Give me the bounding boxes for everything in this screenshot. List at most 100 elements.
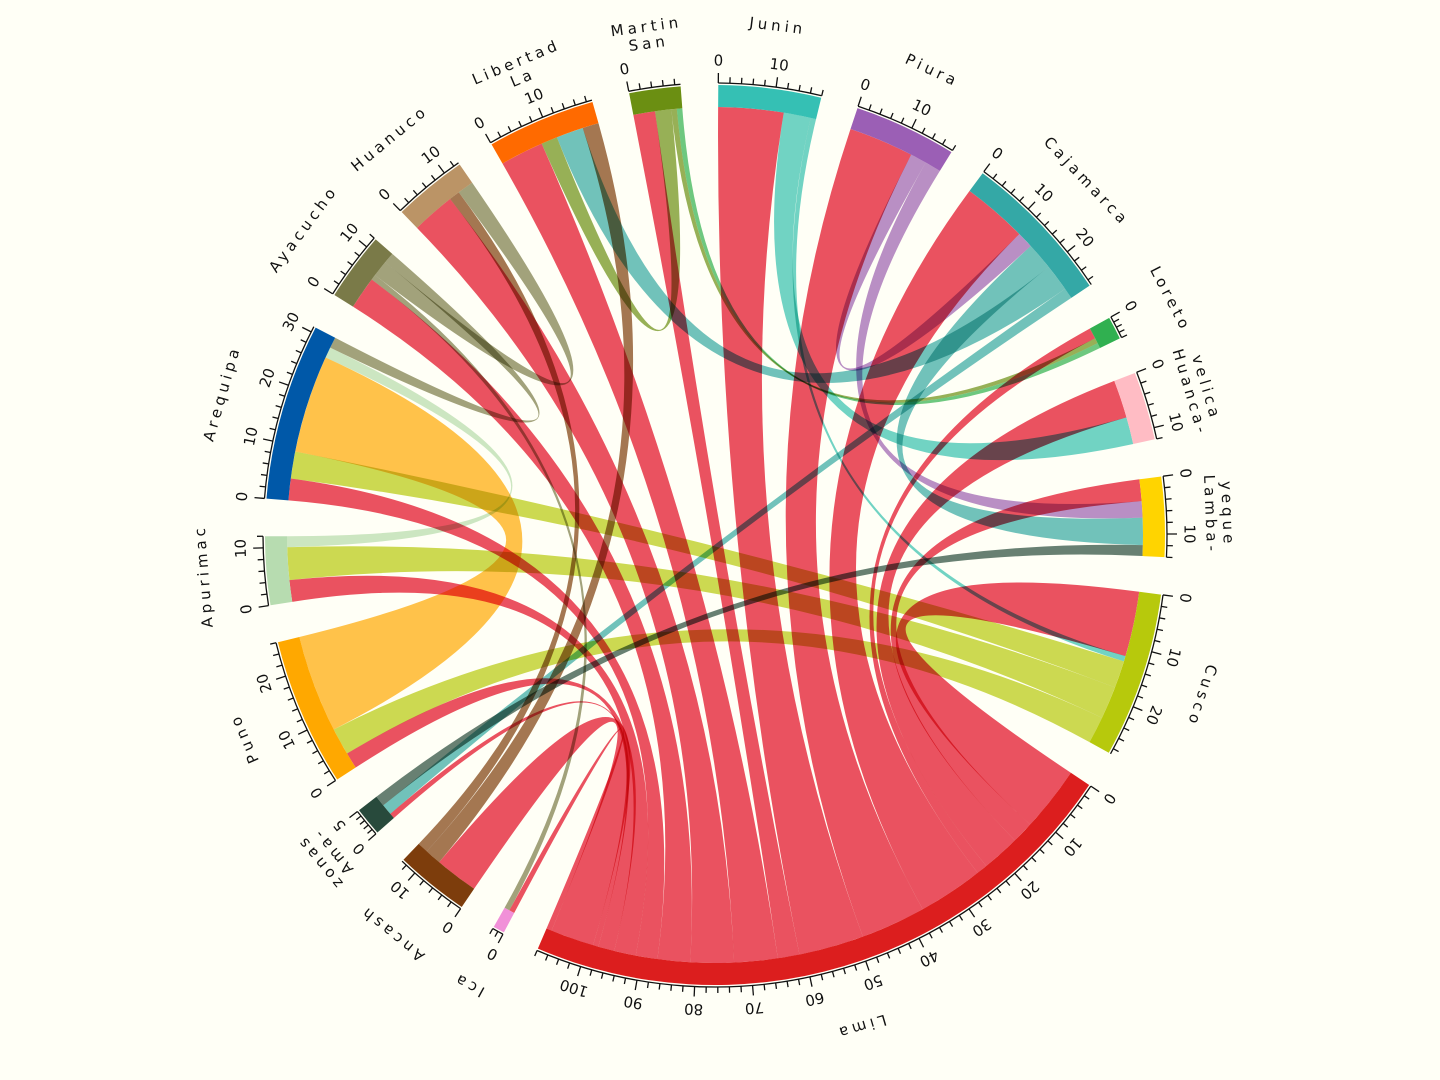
axis-tick xyxy=(494,931,499,937)
axis-tick xyxy=(646,981,650,989)
axis-tick xyxy=(1116,323,1123,328)
axis-tick xyxy=(890,112,894,119)
axis-tick-label: 10 xyxy=(909,96,934,121)
axis-tick xyxy=(437,164,445,174)
chord-lima-ancash xyxy=(439,717,631,946)
axis-tick xyxy=(1066,245,1076,253)
axis-tick xyxy=(300,339,307,343)
axis-tick xyxy=(290,360,298,365)
chord-lima-loreto xyxy=(869,328,1096,873)
axis-tick xyxy=(528,115,533,122)
sector-arc xyxy=(493,907,515,933)
axis-tick xyxy=(1035,212,1042,218)
chord-lima-huanuco xyxy=(416,198,735,963)
axis-tick xyxy=(938,927,943,933)
axis-tick xyxy=(865,960,870,971)
chord-lima-la-libertad xyxy=(502,143,778,963)
axis-tick-label: 10 xyxy=(275,727,299,752)
axis-tick-label: 0 xyxy=(233,491,252,502)
chord-puno-arequipa xyxy=(295,357,523,730)
axis-tick xyxy=(430,174,436,181)
axis-tick xyxy=(1080,266,1087,271)
axis-tick xyxy=(879,108,883,115)
axis-tick-label: 0 xyxy=(858,75,873,95)
axis-tick xyxy=(254,496,265,500)
axis-tick-label: 0 xyxy=(1148,356,1168,371)
axis-tick xyxy=(786,981,789,988)
axis-tick xyxy=(317,760,324,765)
axis-tick xyxy=(340,270,346,276)
sector-arc xyxy=(850,108,952,171)
sector-cusco: 0 10 20 Cusco xyxy=(1089,591,1221,755)
sector-arc xyxy=(629,86,683,115)
sector-apurimac: 0 10 Apurimac xyxy=(191,524,293,629)
axis-tick xyxy=(1047,840,1053,846)
axis-tick xyxy=(1159,617,1166,620)
chord-ancash-la-libertad xyxy=(426,123,634,863)
sector-label: Puno xyxy=(225,710,263,766)
axis-tick xyxy=(359,820,366,825)
axis-tick xyxy=(941,138,947,145)
axis-tick xyxy=(306,739,313,744)
axis-tick-label: 0 xyxy=(303,273,323,291)
axis-tick xyxy=(260,593,267,596)
axis-tick xyxy=(518,120,522,127)
axis-tick xyxy=(931,133,936,140)
axis-tick-label: 0 xyxy=(439,917,457,937)
sector-label: Apurimac xyxy=(191,524,217,629)
chord-cusco-apurimac xyxy=(287,546,1115,718)
axis-tick xyxy=(572,99,576,106)
axis-tick-label: 50 xyxy=(861,971,885,994)
sector-label: Lamba- xyxy=(1200,474,1221,555)
axis-tick xyxy=(449,160,455,167)
axis-tick xyxy=(977,901,983,908)
axis-tick-label: 20 xyxy=(1072,225,1098,251)
axis-tick-label: 20 xyxy=(253,671,276,695)
axis-tick xyxy=(367,828,373,834)
sector-axis xyxy=(1162,476,1168,558)
axis-tick xyxy=(297,729,308,735)
sector-arc xyxy=(358,796,394,833)
sector-label: Ayacucho xyxy=(265,182,342,276)
axis-tick-label: 0 xyxy=(349,839,369,858)
axis-tick xyxy=(1136,368,1147,373)
axis-tick-label: 10 xyxy=(231,539,250,559)
axis-tick xyxy=(428,887,434,894)
axis-tick xyxy=(928,932,933,939)
axis-tick xyxy=(275,675,286,680)
sector-label: Arequipa xyxy=(200,343,245,443)
axis-tick xyxy=(821,89,824,96)
axis-tick xyxy=(497,933,504,944)
chord-lima-lambayeque xyxy=(890,479,1142,841)
chord-cajamarca-lambayeque xyxy=(896,246,1143,546)
axis-tick xyxy=(538,107,544,118)
axis-tick xyxy=(454,908,462,918)
sector-axis xyxy=(401,860,461,910)
axis-tick xyxy=(658,983,661,990)
chord-lima-junin xyxy=(718,107,863,955)
axis-tick xyxy=(489,928,494,935)
sector-ica: 0 Ica xyxy=(449,907,515,1001)
sector-label: Huanuco xyxy=(347,101,431,175)
axis-tick xyxy=(1148,662,1155,666)
chord-ayacucho-huanuco xyxy=(374,182,574,386)
axis-tick xyxy=(286,371,293,375)
axis-tick xyxy=(283,686,290,690)
axis-tick xyxy=(992,173,998,180)
axis-tick xyxy=(1051,229,1058,235)
sector-axis xyxy=(399,162,459,212)
axis-tick xyxy=(1118,329,1125,333)
axis-tick xyxy=(401,864,407,870)
axis-tick xyxy=(786,82,790,89)
axis-tick xyxy=(820,974,824,981)
axis-tick xyxy=(650,81,653,88)
axis-tick xyxy=(295,349,302,354)
axis-tick xyxy=(983,163,991,173)
axis-tick-label: 0 xyxy=(988,143,1006,163)
sector-loreto: 0 Loreto xyxy=(1089,263,1195,349)
axis-tick xyxy=(1128,716,1135,721)
axis-tick xyxy=(763,79,766,86)
axis-tick-label: 10 xyxy=(769,55,790,75)
axis-tick xyxy=(555,958,560,965)
